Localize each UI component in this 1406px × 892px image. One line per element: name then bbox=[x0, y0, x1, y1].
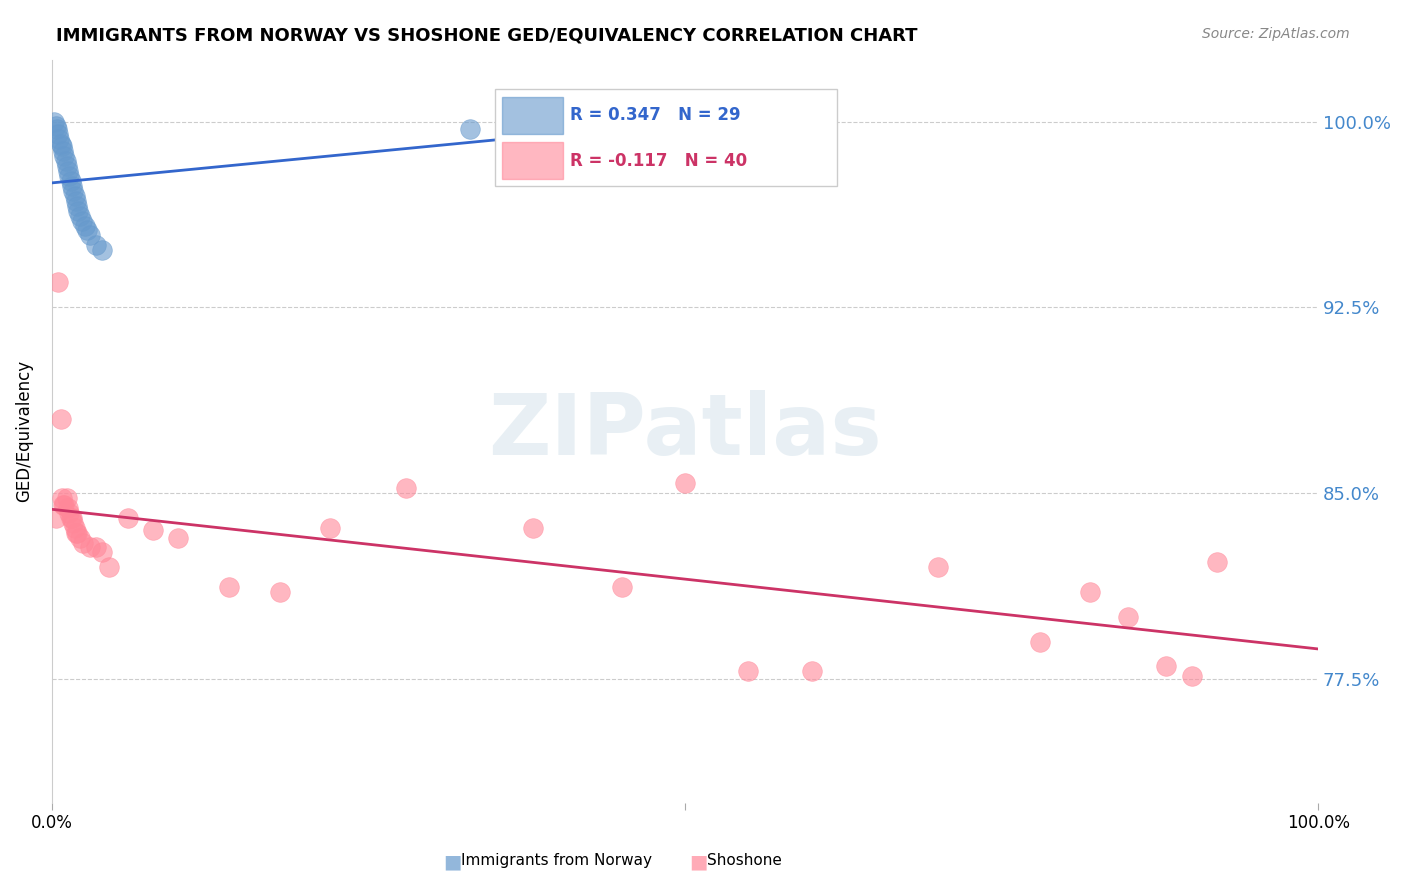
Text: ■: ■ bbox=[689, 852, 707, 871]
Text: Shoshone: Shoshone bbox=[707, 854, 782, 868]
Point bbox=[73, 219, 96, 233]
Point bbox=[58, 506, 80, 520]
Point bbox=[52, 499, 75, 513]
Point bbox=[66, 199, 89, 213]
Point bbox=[59, 174, 82, 188]
Point bbox=[62, 516, 84, 530]
Point bbox=[610, 580, 633, 594]
Point bbox=[52, 145, 75, 159]
Point bbox=[58, 164, 80, 178]
Point bbox=[66, 525, 89, 540]
Point bbox=[62, 184, 84, 198]
Point bbox=[91, 244, 114, 258]
Point bbox=[76, 223, 98, 237]
Point bbox=[63, 189, 86, 203]
Point bbox=[58, 500, 80, 515]
Point bbox=[70, 213, 93, 227]
Point bbox=[673, 476, 696, 491]
Point bbox=[69, 531, 91, 545]
Text: Immigrants from Norway: Immigrants from Norway bbox=[461, 854, 652, 868]
Point bbox=[58, 169, 80, 183]
Point bbox=[1180, 669, 1202, 683]
Point bbox=[97, 560, 120, 574]
Point bbox=[53, 149, 76, 163]
Point bbox=[84, 541, 107, 555]
Point bbox=[46, 127, 69, 141]
Point bbox=[167, 531, 190, 545]
Point bbox=[927, 560, 949, 574]
Point bbox=[67, 203, 90, 218]
Point bbox=[44, 114, 66, 128]
Y-axis label: GED/Equivalency: GED/Equivalency bbox=[15, 360, 32, 502]
Point bbox=[117, 510, 139, 524]
Point bbox=[800, 665, 823, 679]
Point bbox=[395, 481, 418, 495]
Point bbox=[737, 665, 759, 679]
Point bbox=[59, 510, 82, 524]
Point bbox=[142, 523, 165, 537]
Point bbox=[65, 194, 87, 208]
Point bbox=[48, 132, 70, 146]
Text: IMMIGRANTS FROM NORWAY VS SHOSHONE GED/EQUIVALENCY CORRELATION CHART: IMMIGRANTS FROM NORWAY VS SHOSHONE GED/E… bbox=[56, 27, 918, 45]
Point bbox=[56, 159, 79, 173]
Point bbox=[522, 521, 544, 535]
Point bbox=[1116, 610, 1139, 624]
Point bbox=[72, 535, 94, 549]
Point bbox=[1028, 634, 1050, 648]
Point bbox=[53, 499, 76, 513]
Point bbox=[63, 521, 86, 535]
Point bbox=[51, 139, 73, 153]
Point bbox=[56, 491, 79, 505]
Point bbox=[45, 510, 67, 524]
Point bbox=[1154, 659, 1177, 673]
Point bbox=[319, 521, 342, 535]
Point bbox=[1205, 555, 1227, 569]
Point bbox=[60, 510, 83, 524]
Point bbox=[1078, 585, 1101, 599]
Point bbox=[218, 580, 240, 594]
Point bbox=[496, 114, 519, 128]
Point bbox=[55, 154, 77, 169]
Text: ZIPatlas: ZIPatlas bbox=[488, 390, 882, 473]
Text: ■: ■ bbox=[443, 852, 461, 871]
Point bbox=[45, 120, 67, 134]
Point bbox=[269, 585, 291, 599]
Point bbox=[79, 541, 101, 555]
Point bbox=[69, 209, 91, 223]
Point bbox=[60, 178, 83, 193]
Point bbox=[45, 122, 67, 136]
Point bbox=[51, 491, 73, 505]
Point bbox=[458, 122, 481, 136]
Point bbox=[79, 228, 101, 243]
Point bbox=[84, 238, 107, 252]
Point bbox=[49, 411, 72, 425]
Text: Source: ZipAtlas.com: Source: ZipAtlas.com bbox=[1202, 27, 1350, 41]
Point bbox=[46, 276, 69, 290]
Point bbox=[91, 545, 114, 559]
Point bbox=[65, 525, 87, 540]
Point bbox=[49, 136, 72, 151]
